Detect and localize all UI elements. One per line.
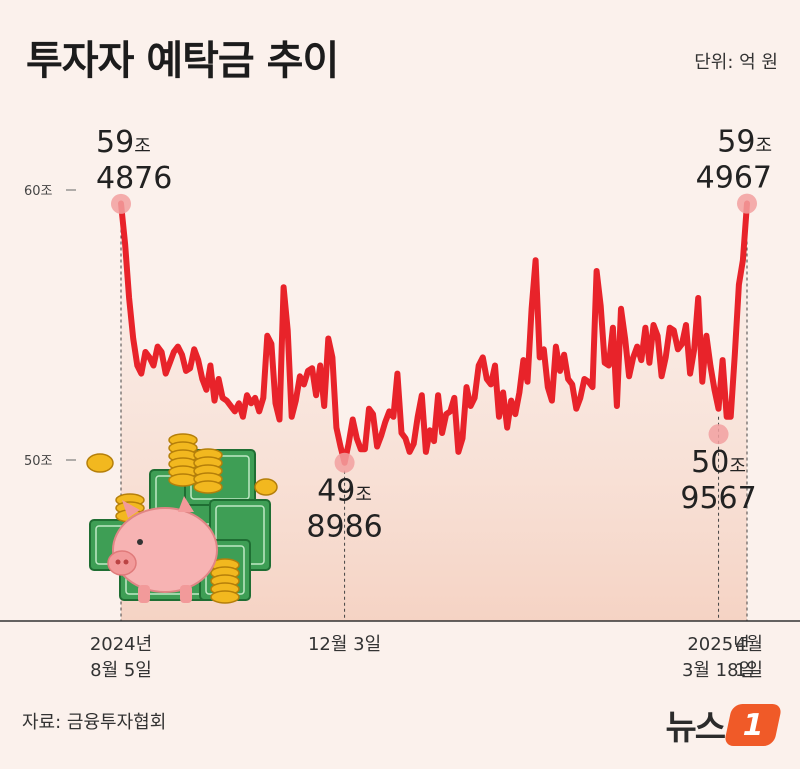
x-tick-label: 4월: [735, 634, 763, 655]
annotation-value-top: 49조: [317, 474, 372, 509]
x-tick-label: 2024년: [90, 634, 152, 655]
annotation-value-top: 50조: [691, 445, 746, 480]
piggy-leg: [180, 585, 192, 603]
logo-text: 뉴스: [665, 708, 726, 748]
annotation-value-bottom: 4876: [96, 161, 172, 196]
unit-label: 단위: 억 원: [694, 52, 778, 73]
x-tick-label-line2: 1일: [735, 660, 763, 681]
logo-mark-text: 1: [738, 707, 768, 742]
y-tick-label: 50조: [24, 454, 53, 469]
y-tick-label: 60조: [24, 184, 53, 199]
piggy-leg: [138, 585, 150, 603]
highlight-point: [111, 193, 131, 214]
highlight-point: [737, 193, 757, 214]
annotation-value-bottom: 4967: [696, 161, 772, 196]
news1-logo: 뉴스 1: [665, 700, 783, 749]
chart-area: [121, 203, 747, 621]
piggy-nostril: [115, 559, 121, 565]
annotation-value-top: 59조: [717, 125, 772, 160]
piggy-ear: [178, 496, 194, 512]
highlight-point: [708, 424, 729, 445]
annotation-value-bottom: 9567: [680, 481, 756, 516]
x-tick-label-line2: 3월 18일: [682, 660, 755, 681]
series-line: [118, 200, 750, 466]
x-tick-label-line2: 8월 5일: [90, 660, 152, 681]
coin-icon: [254, 478, 278, 496]
coin-icon: [168, 473, 198, 487]
annotation-value-bottom: 8986: [306, 510, 382, 545]
coin-icon: [210, 590, 240, 604]
piggy-bank-illustration: [86, 433, 278, 604]
coin-icon: [86, 453, 114, 473]
piggy-nostril: [123, 559, 129, 565]
x-tick-label: 12월 3일: [308, 634, 381, 655]
piggy-ear: [122, 500, 140, 518]
coin-icon: [193, 480, 223, 494]
highlight-point: [334, 452, 355, 473]
annotation-value-top: 59조: [96, 125, 151, 160]
piggy-body: [112, 507, 218, 593]
chart-title: 투자자 예탁금 추이: [26, 38, 339, 84]
piggy-eye: [137, 539, 143, 545]
x-tick-label: 2025년: [687, 634, 749, 655]
piggy-snout: [107, 550, 137, 576]
logo-mark: 1: [723, 703, 783, 746]
source-label: 자료: 금융투자협회: [22, 712, 167, 733]
